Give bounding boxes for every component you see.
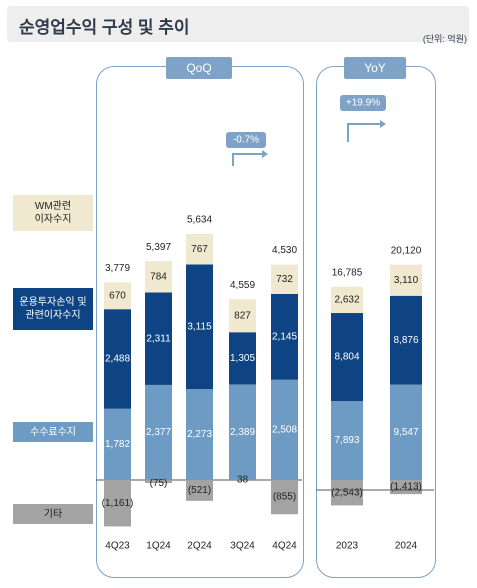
x-tick-2: 2Q24 [187,541,212,552]
yoy-change-badge [340,95,386,111]
x-tick-0: 4Q23 [105,541,130,552]
bar-other-5 [331,480,363,506]
value-label-invest-4: 2,145 [272,331,297,342]
bar-other-2 [186,480,213,501]
yoy-change-arrow [347,123,380,142]
value-label-invest-1: 2,311 [146,333,171,344]
value-label-other-0: (1,161) [102,498,134,509]
legend-fee: 수수료수지 [13,422,93,442]
qoq-change-label: -0.7% [233,135,259,146]
total-label-5: 16,785 [332,267,363,278]
x-tick-6: 2024 [395,541,418,552]
bar-fee-0 [104,408,131,480]
bar-fee-2 [186,389,213,480]
total-label-3: 4,559 [230,280,255,291]
value-label-other-3: 38 [237,475,249,486]
total-label-2: 5,634 [187,214,212,225]
x-tick-3: 3Q24 [230,541,255,552]
bar-wm-6 [390,264,422,296]
value-label-invest-6: 8,876 [393,335,418,346]
legend-invest-label: 운용투자손익 및 관련이자수지 [19,297,87,321]
value-label-wm-4: 732 [276,274,293,285]
page-title: 순영업수익 구성 및 추이 [19,18,190,37]
bar-wm-3 [229,299,256,333]
bar-invest-1 [145,292,172,385]
bar-invest-3 [229,332,256,385]
value-label-wm-3: 827 [234,310,251,321]
unit-label: (단위: 억원) [422,34,467,44]
value-label-other-4: (855) [273,492,296,503]
qoq-change-arrowhead [262,150,268,158]
value-label-fee-6: 9,547 [393,427,418,438]
value-label-invest-3: 1,305 [230,353,255,364]
bar-wm-0 [104,282,131,310]
value-label-other-6: (1,413) [390,482,422,493]
value-label-wm-6: 3,110 [394,275,419,286]
x-tick-5: 2023 [336,541,359,552]
bar-fee-6 [390,384,422,480]
value-label-fee-5: 7,893 [334,435,359,446]
value-label-fee-4: 2,508 [272,424,297,435]
bar-invest-6 [390,295,422,385]
legend-other-label: 기타 [43,508,63,520]
value-label-fee-3: 2,389 [230,427,255,438]
value-label-other-1: (75) [150,478,168,489]
bar-other-0 [104,480,131,527]
bar-invest-2 [186,264,213,390]
value-label-fee-2: 2,273 [187,429,212,440]
value-label-wm-0: 670 [109,290,126,301]
qoq-group-tab: QoQ [166,57,232,79]
bar-invest-0 [104,309,131,409]
value-label-invest-5: 8,804 [334,352,359,363]
value-label-wm-2: 767 [191,244,208,255]
bar-fee-5 [331,401,363,480]
total-label-1: 5,397 [146,242,171,253]
value-label-wm-5: 2,632 [334,295,359,306]
bar-fee-1 [145,384,172,480]
bar-invest-5 [331,313,363,402]
bar-wm-2 [186,233,213,265]
value-label-fee-1: 2,377 [146,427,171,438]
bar-wm-1 [145,261,172,293]
total-label-6: 20,120 [391,245,422,256]
yoy-change-arrowhead [380,120,386,128]
bar-invest-4 [271,293,298,380]
qoq-change-badge [226,132,266,148]
bar-other-1 [145,480,172,483]
legend-other: 기타 [13,504,93,524]
value-label-other-5: (2,543) [331,487,363,498]
yoy-change-label: +19.9% [346,98,380,109]
legend-invest: 운용투자손익 및 관련이자수지 [13,288,93,330]
value-label-other-2: (521) [188,485,211,496]
qoq-change-arrow [232,153,262,166]
legend-wm-label: WM관련 이자수지 [34,201,72,225]
bar-fee-3 [229,384,256,480]
yoy-group-tab: YoY [344,57,406,79]
x-tick-4: 4Q24 [272,541,297,552]
bar-other-6 [390,480,422,495]
bar-other-4 [271,480,298,515]
value-label-invest-2: 3,115 [187,321,212,332]
bar-wm-4 [271,264,298,294]
total-label-0: 3,779 [105,263,130,274]
value-label-wm-1: 784 [150,271,167,282]
value-label-fee-0: 1,782 [105,439,130,450]
bar-fee-4 [271,379,298,480]
title-bar: 순영업수익 구성 및 추이 [7,6,469,42]
total-label-4: 4,530 [272,245,297,256]
value-label-invest-0: 2,488 [105,354,130,365]
bar-wm-5 [331,286,363,314]
x-tick-1: 1Q24 [146,541,171,552]
legend-fee-label: 수수료수지 [30,426,76,438]
legend-wm: WM관련 이자수지 [13,195,93,231]
